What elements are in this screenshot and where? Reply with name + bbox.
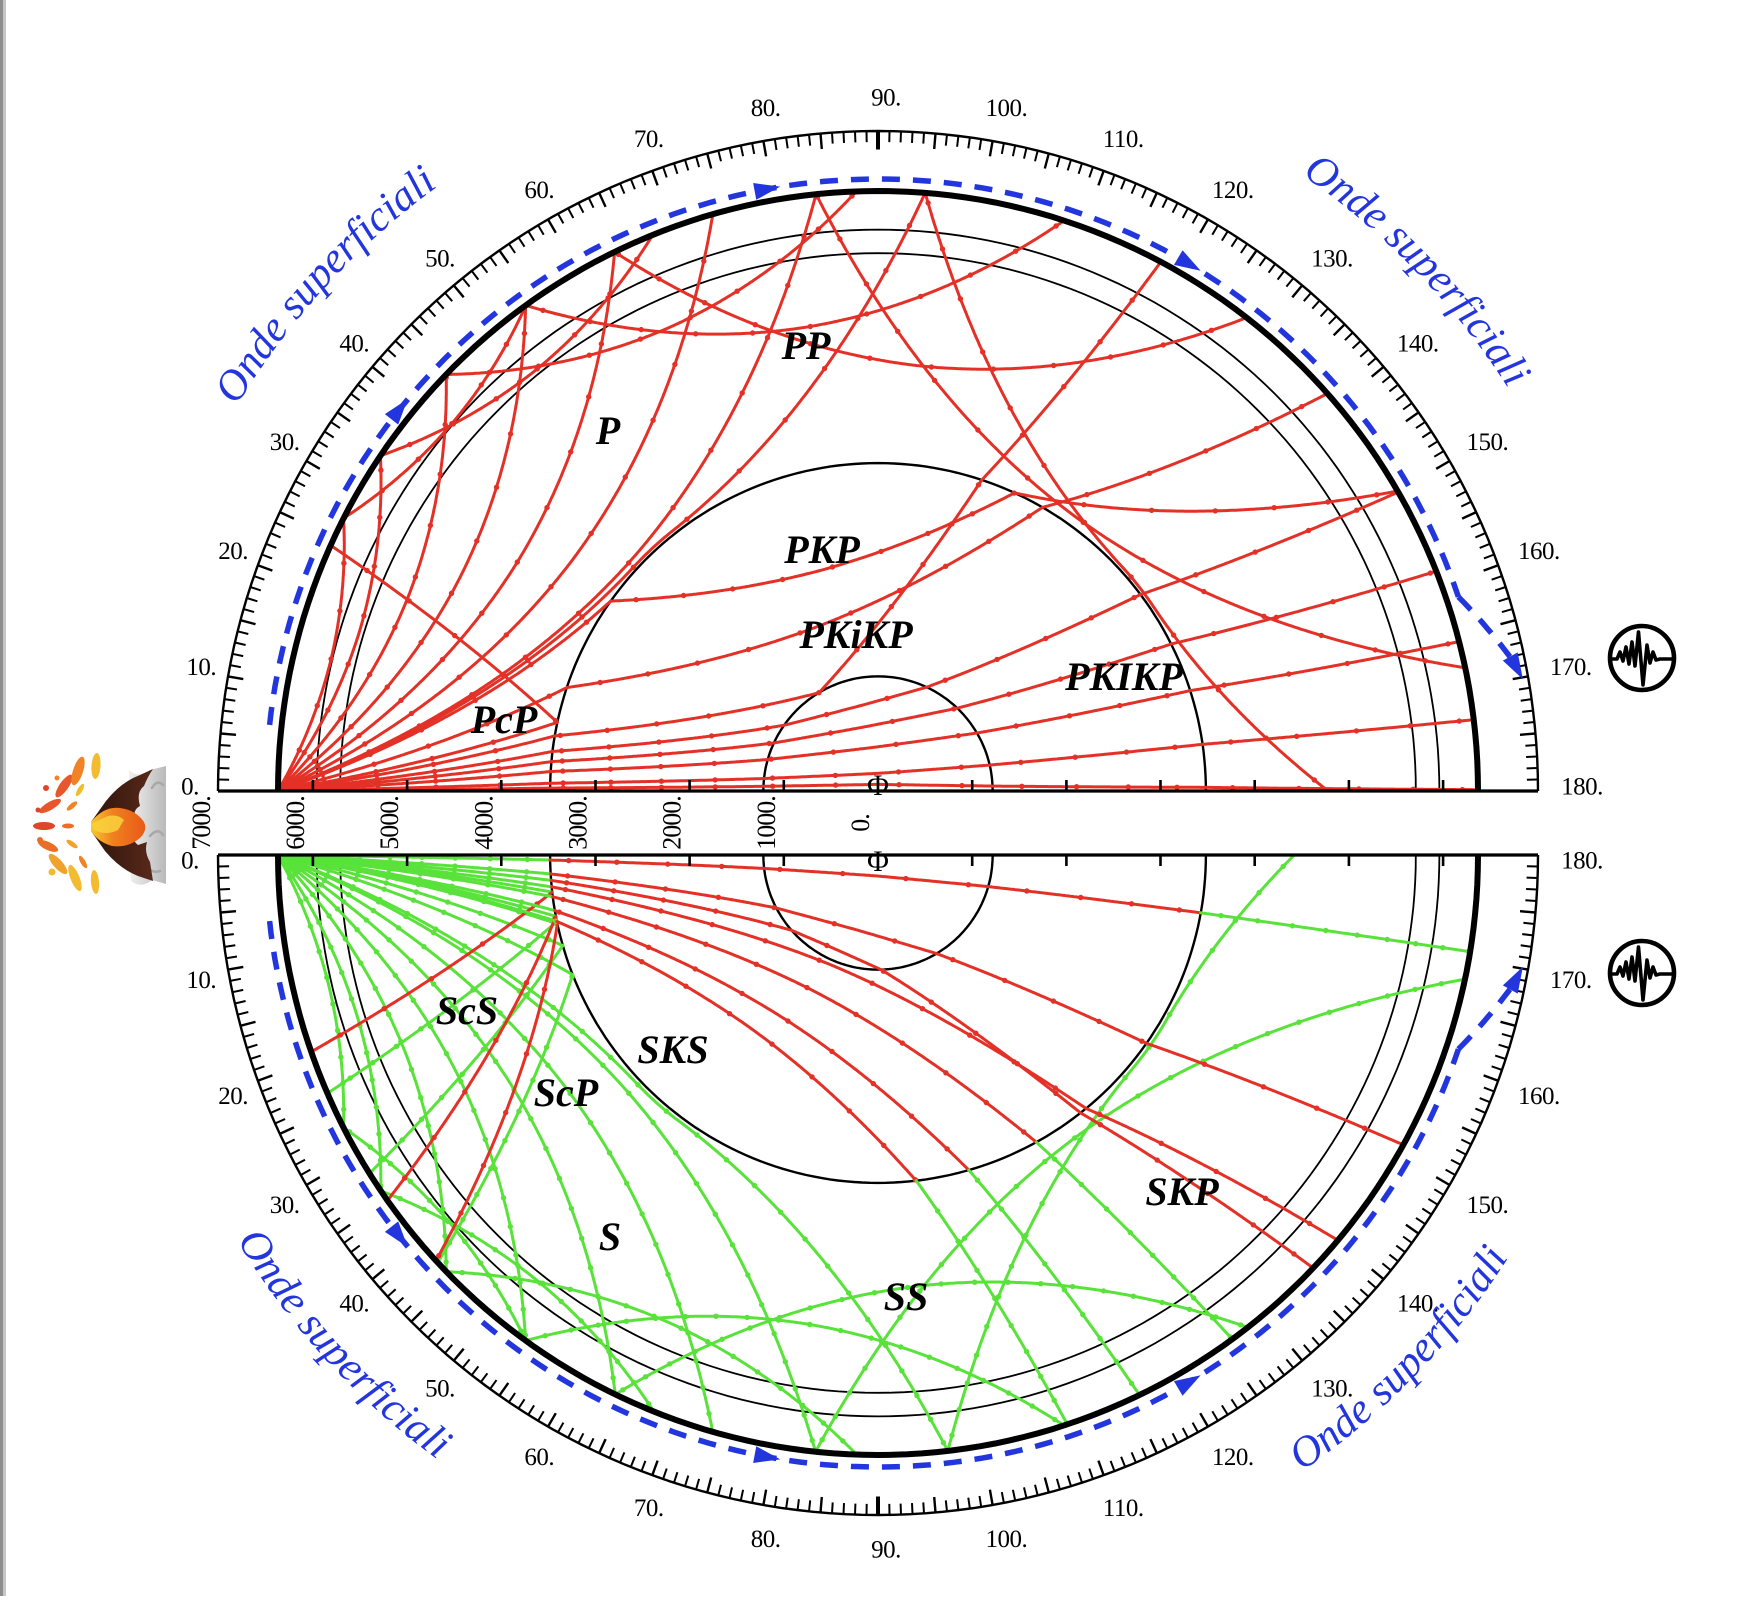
svg-text:2000.: 2000. [658,796,687,850]
svg-text:170.: 170. [1550,967,1592,994]
svg-text:5000.: 5000. [375,796,404,850]
svg-text:80.: 80. [751,95,781,122]
svg-text:4000.: 4000. [469,796,498,850]
svg-text:3000.: 3000. [564,796,593,850]
svg-text:S: S [599,1214,621,1259]
svg-text:Φ: Φ [867,769,889,802]
svg-text:6000.: 6000. [281,796,310,850]
svg-text:ScS: ScS [436,988,498,1033]
svg-text:Φ: Φ [867,845,889,878]
svg-text:140.: 140. [1397,331,1439,358]
svg-text:PKIKP: PKIKP [1064,654,1183,699]
svg-text:40.: 40. [339,331,369,358]
svg-text:40.: 40. [339,1290,369,1317]
svg-text:7000.: 7000. [187,796,216,850]
svg-text:60.: 60. [524,177,554,204]
svg-text:120.: 120. [1212,177,1254,204]
svg-text:160.: 160. [1518,538,1560,565]
svg-text:10.: 10. [186,967,216,994]
svg-text:50.: 50. [425,246,455,273]
svg-text:P: P [595,408,621,453]
svg-text:PcP: PcP [470,697,538,742]
svg-text:100.: 100. [986,1526,1028,1553]
svg-text:130.: 130. [1311,1375,1353,1402]
svg-text:0.: 0. [181,774,199,801]
svg-text:10.: 10. [186,654,216,681]
svg-text:PKiKP: PKiKP [798,612,913,657]
svg-text:110.: 110. [1103,126,1144,153]
svg-text:1000.: 1000. [752,796,781,850]
svg-text:180.: 180. [1561,774,1603,801]
svg-text:120.: 120. [1212,1444,1254,1471]
svg-text:60.: 60. [524,1444,554,1471]
svg-text:140.: 140. [1397,1290,1439,1317]
svg-text:30.: 30. [270,1192,300,1219]
svg-text:90.: 90. [871,85,901,112]
svg-text:SKS: SKS [637,1027,708,1072]
svg-text:70.: 70. [634,126,664,153]
svg-text:20.: 20. [218,538,248,565]
svg-text:180.: 180. [1561,848,1603,875]
svg-text:150.: 150. [1467,429,1509,456]
svg-text:160.: 160. [1518,1083,1560,1110]
svg-text:50.: 50. [425,1375,455,1402]
svg-text:0.: 0. [846,814,875,832]
svg-text:SKP: SKP [1145,1169,1219,1214]
svg-text:150.: 150. [1467,1192,1509,1219]
svg-text:110.: 110. [1103,1495,1144,1522]
svg-text:90.: 90. [871,1537,901,1564]
svg-text:100.: 100. [986,95,1028,122]
svg-text:20.: 20. [218,1083,248,1110]
svg-text:80.: 80. [751,1526,781,1553]
svg-text:ScP: ScP [534,1070,599,1115]
svg-text:0.: 0. [181,848,199,875]
svg-text:PP: PP [781,323,831,368]
svg-text:30.: 30. [270,429,300,456]
svg-text:PKP: PKP [783,527,860,572]
svg-text:170.: 170. [1550,654,1592,681]
svg-text:130.: 130. [1311,246,1353,273]
svg-text:SS: SS [884,1274,929,1319]
svg-text:70.: 70. [634,1495,664,1522]
